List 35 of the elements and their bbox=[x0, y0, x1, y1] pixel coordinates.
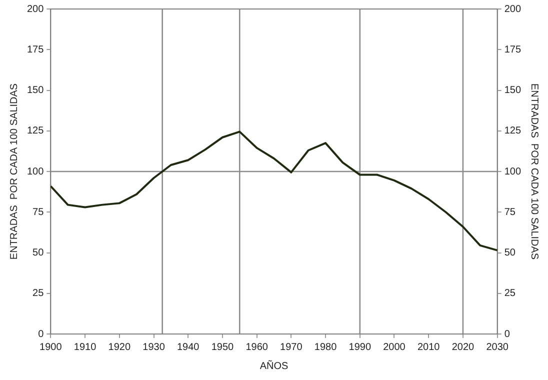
x-tick-label: 1910 bbox=[74, 342, 97, 353]
y-tick-label: 125 bbox=[26, 126, 44, 137]
y2-tick-label: 0 bbox=[504, 328, 510, 340]
y-tick-label: 75 bbox=[32, 206, 44, 218]
x-tick-label: 2010 bbox=[417, 342, 440, 353]
y-tick-label: 100 bbox=[26, 166, 44, 178]
x-tick-label: 1980 bbox=[314, 342, 338, 353]
x-tick-label: 1960 bbox=[246, 342, 268, 353]
x-tick-label: 1950 bbox=[211, 342, 234, 353]
x-tick-label: 1970 bbox=[280, 342, 303, 353]
y2-tick-label: 150 bbox=[504, 85, 522, 96]
y2-axis-title: ENTRADAS POR CADA 100 SALIDAS bbox=[528, 83, 540, 260]
y-tick-label: 50 bbox=[32, 248, 44, 258]
y2-tick-label: 50 bbox=[504, 248, 516, 258]
x-tick-label: 1920 bbox=[108, 342, 131, 353]
x-tick-label: 2020 bbox=[452, 342, 475, 353]
x-tick-label: 1900 bbox=[40, 342, 62, 353]
x-tick-label: 2030 bbox=[486, 342, 509, 353]
y-tick-label: 175 bbox=[26, 44, 44, 56]
y2-tick-label: 125 bbox=[504, 126, 522, 137]
y2-tick-label: 25 bbox=[504, 288, 516, 300]
x-tick-label: 1930 bbox=[142, 342, 166, 353]
y2-tick-label: 75 bbox=[504, 206, 516, 218]
y-tick-label: 0 bbox=[38, 328, 44, 340]
y-tick-label: 200 bbox=[26, 4, 44, 15]
y-tick-label: 150 bbox=[26, 85, 44, 96]
y2-tick-label: 100 bbox=[504, 166, 522, 178]
y-tick-label: 25 bbox=[32, 288, 44, 300]
x-tick-label: 1990 bbox=[348, 342, 372, 353]
x-tick-label: 1940 bbox=[176, 342, 200, 353]
x-tick-label: 2000 bbox=[383, 342, 406, 353]
x-axis-title: AÑOS bbox=[260, 360, 288, 372]
y2-tick-label: 175 bbox=[504, 44, 522, 56]
y-axis-title: ENTRADAS POR CADA 100 SALIDAS bbox=[8, 83, 20, 260]
y2-tick-label: 200 bbox=[504, 4, 522, 15]
